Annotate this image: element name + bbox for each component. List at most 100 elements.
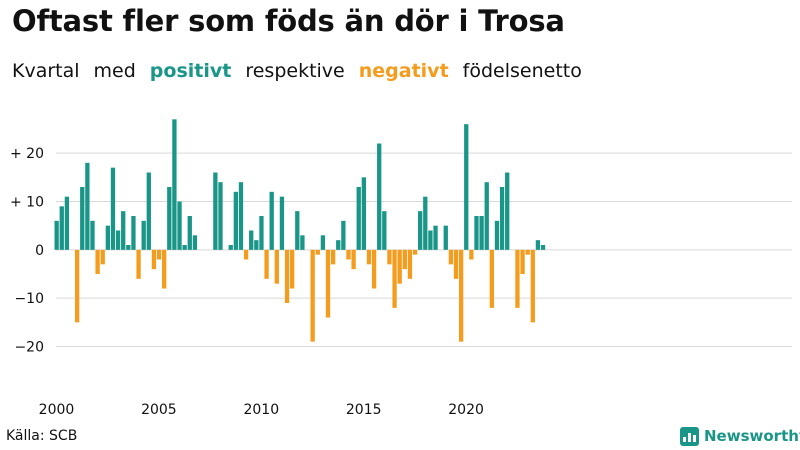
bar	[325, 249, 331, 318]
bar	[341, 220, 346, 250]
bar	[448, 249, 454, 265]
bar	[443, 225, 448, 250]
bar	[228, 245, 233, 250]
x-tick-label: 2020	[448, 402, 484, 418]
newsworthy-logo-icon	[680, 426, 699, 446]
bar	[151, 249, 157, 270]
bar	[356, 187, 361, 250]
bar	[469, 249, 474, 260]
bar	[535, 240, 541, 250]
bar	[505, 172, 510, 250]
bar	[269, 191, 274, 250]
x-tick-label: 2010	[243, 402, 279, 418]
y-tick-label: −20	[14, 340, 44, 356]
bar	[464, 124, 469, 250]
bar	[177, 201, 182, 250]
bar	[249, 230, 254, 250]
bar	[105, 225, 110, 250]
bar	[95, 249, 100, 274]
bar	[110, 167, 116, 250]
bar	[274, 249, 279, 284]
bar	[192, 235, 198, 250]
bar	[484, 182, 489, 250]
bar	[115, 230, 121, 250]
bar	[172, 119, 177, 250]
bar	[290, 249, 295, 289]
subtitle-part-1: Kvartal	[12, 60, 80, 82]
chart-subtitle: Kvartal med positivt respektive negativt föde…	[12, 60, 596, 82]
bar	[85, 162, 90, 250]
bar	[254, 240, 259, 250]
bar	[259, 216, 264, 250]
bar	[126, 245, 131, 250]
x-tick-label: 2005	[141, 402, 177, 418]
bar	[156, 249, 162, 260]
bar	[525, 249, 530, 255]
bar	[243, 249, 249, 260]
bar	[458, 249, 464, 342]
bar	[366, 249, 372, 265]
bar	[279, 196, 285, 250]
bar	[264, 249, 269, 279]
bar	[59, 206, 64, 250]
bar	[121, 211, 126, 250]
bar	[387, 249, 392, 265]
bar	[336, 240, 341, 250]
bar	[300, 235, 305, 250]
bar	[397, 249, 402, 284]
bar	[320, 235, 326, 250]
bar	[453, 249, 459, 279]
bar	[54, 220, 59, 250]
bar	[218, 182, 223, 250]
bar	[371, 249, 377, 289]
bar	[131, 216, 136, 250]
bar	[489, 249, 494, 308]
bar	[402, 249, 407, 270]
bar	[295, 211, 300, 250]
bar	[136, 249, 141, 279]
y-tick-label: + 20	[10, 146, 44, 162]
bar	[74, 249, 80, 323]
bar	[540, 245, 546, 250]
bar	[479, 216, 484, 250]
bar	[141, 220, 146, 250]
x-tick-label: 2000	[39, 402, 75, 418]
bar	[407, 249, 413, 279]
bar	[412, 249, 418, 255]
bar	[418, 211, 423, 250]
chart-title: Oftast fler som föds än dör i Trosa	[12, 4, 565, 38]
bar	[90, 220, 95, 250]
bar	[162, 249, 167, 289]
y-tick-label: 0	[35, 243, 44, 259]
bar	[382, 211, 387, 250]
x-tick-label: 2015	[346, 402, 382, 418]
bar	[330, 249, 336, 265]
bar	[213, 172, 218, 250]
bar	[310, 249, 315, 342]
subtitle-part-3: respektive	[245, 60, 345, 82]
subtitle-negative: negativt	[358, 60, 449, 82]
bar	[515, 249, 520, 308]
subtitle-positive: positivt	[149, 60, 232, 82]
bar	[392, 249, 397, 308]
bar	[346, 249, 351, 260]
bar	[238, 182, 244, 250]
y-tick-label: −10	[14, 291, 44, 307]
bar	[499, 187, 505, 250]
bar	[423, 196, 428, 250]
bar	[284, 249, 290, 303]
brand-name: Newsworthy	[704, 427, 800, 445]
bar	[187, 216, 192, 250]
bar	[520, 249, 525, 274]
bar	[146, 172, 151, 250]
y-tick-label: + 10	[10, 195, 44, 211]
bar	[80, 187, 85, 250]
bar	[361, 177, 366, 250]
bar	[494, 220, 500, 250]
source-note: Källa: SCB	[6, 428, 78, 444]
bar	[530, 249, 535, 323]
bar	[428, 230, 433, 250]
bar	[433, 225, 438, 250]
bar	[182, 245, 187, 250]
